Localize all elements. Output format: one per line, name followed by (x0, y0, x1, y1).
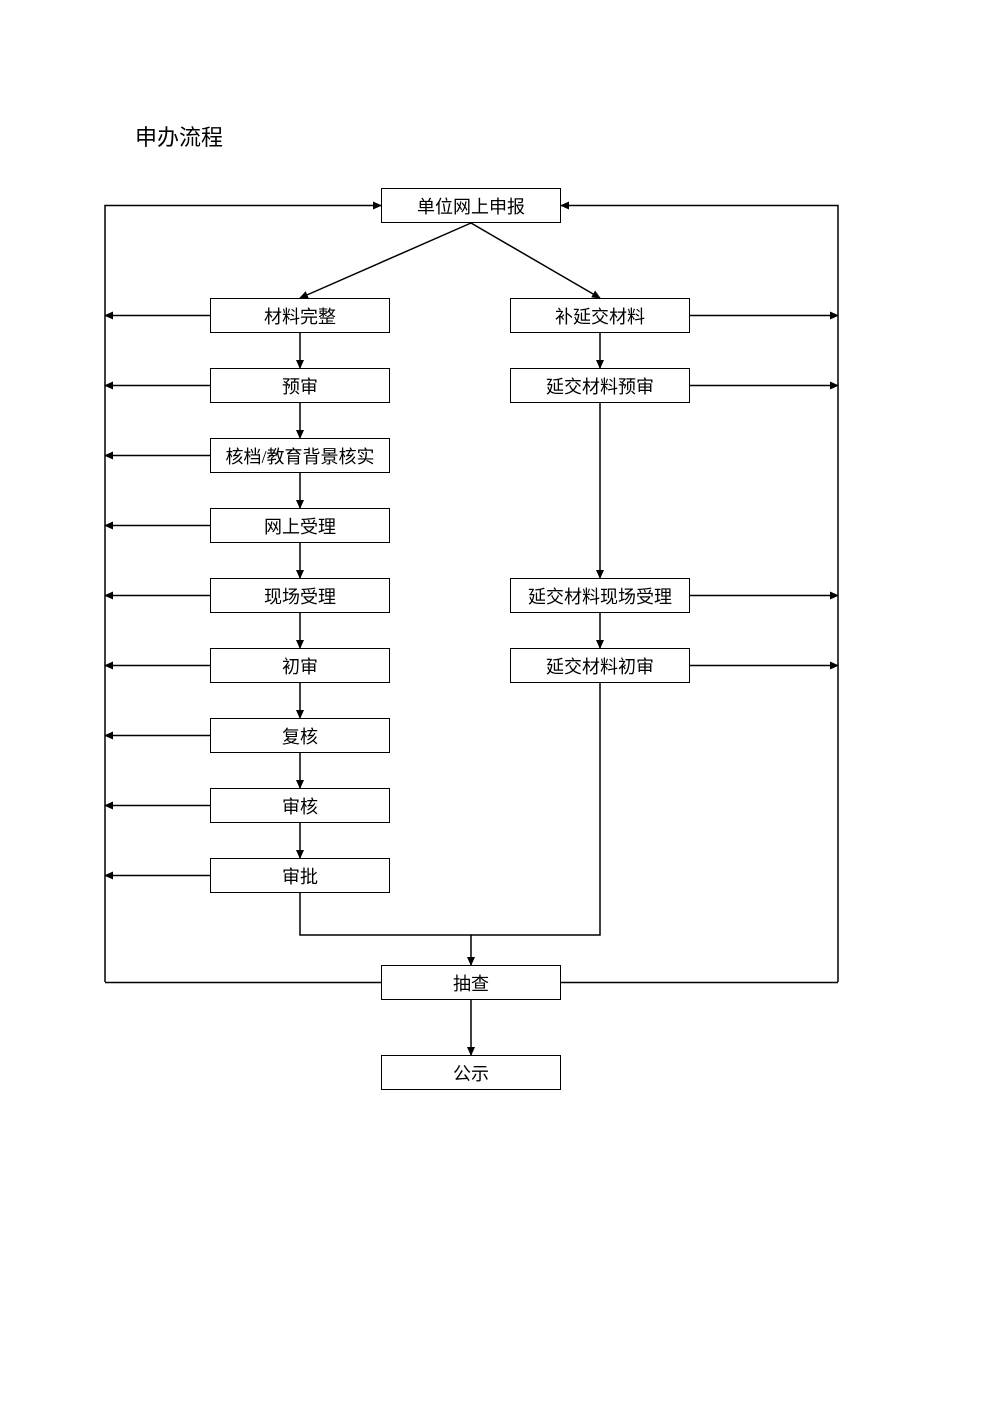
flow-node-label: 初审 (282, 653, 318, 679)
flow-node-label: 延交材料初审 (546, 653, 654, 679)
flow-node-label: 延交材料现场受理 (528, 583, 672, 609)
flow-node-label: 材料完整 (264, 303, 336, 329)
page-title: 申办流程 (135, 120, 223, 152)
flow-node-label: 审核 (282, 793, 318, 819)
flow-node-n_right2: 延交材料预审 (510, 368, 690, 403)
flowchart-container: { "meta": { "width": 992, "height": 1403… (0, 0, 992, 1403)
flow-node-label: 网上受理 (264, 513, 336, 539)
flow-node-n_left2: 预审 (210, 368, 390, 403)
flow-node-label: 延交材料预审 (546, 373, 654, 399)
flow-node-label: 补延交材料 (555, 303, 645, 329)
flow-node-label: 公示 (453, 1060, 489, 1086)
flow-node-label: 审批 (282, 863, 318, 889)
flow-node-label: 复核 (282, 723, 318, 749)
flow-node-n_right4: 延交材料初审 (510, 648, 690, 683)
flow-node-label: 抽查 (453, 970, 489, 996)
flow-node-n_top: 单位网上申报 (381, 188, 561, 223)
flow-node-n_left1: 材料完整 (210, 298, 390, 333)
flow-node-label: 预审 (282, 373, 318, 399)
flow-node-n_left3: 核档/教育背景核实 (210, 438, 390, 473)
flow-node-n_left6: 初审 (210, 648, 390, 683)
flow-node-n_left7: 复核 (210, 718, 390, 753)
flow-node-n_left4: 网上受理 (210, 508, 390, 543)
flow-node-label: 核档/教育背景核实 (225, 443, 374, 469)
flow-node-n_left5: 现场受理 (210, 578, 390, 613)
flow-node-n_left8: 审核 (210, 788, 390, 823)
flow-node-n_bottom1: 抽查 (381, 965, 561, 1000)
flow-node-label: 现场受理 (264, 583, 336, 609)
flow-node-n_left9: 审批 (210, 858, 390, 893)
flow-node-n_right3: 延交材料现场受理 (510, 578, 690, 613)
flow-node-n_right1: 补延交材料 (510, 298, 690, 333)
flow-node-label: 单位网上申报 (417, 193, 525, 219)
flow-node-n_bottom2: 公示 (381, 1055, 561, 1090)
